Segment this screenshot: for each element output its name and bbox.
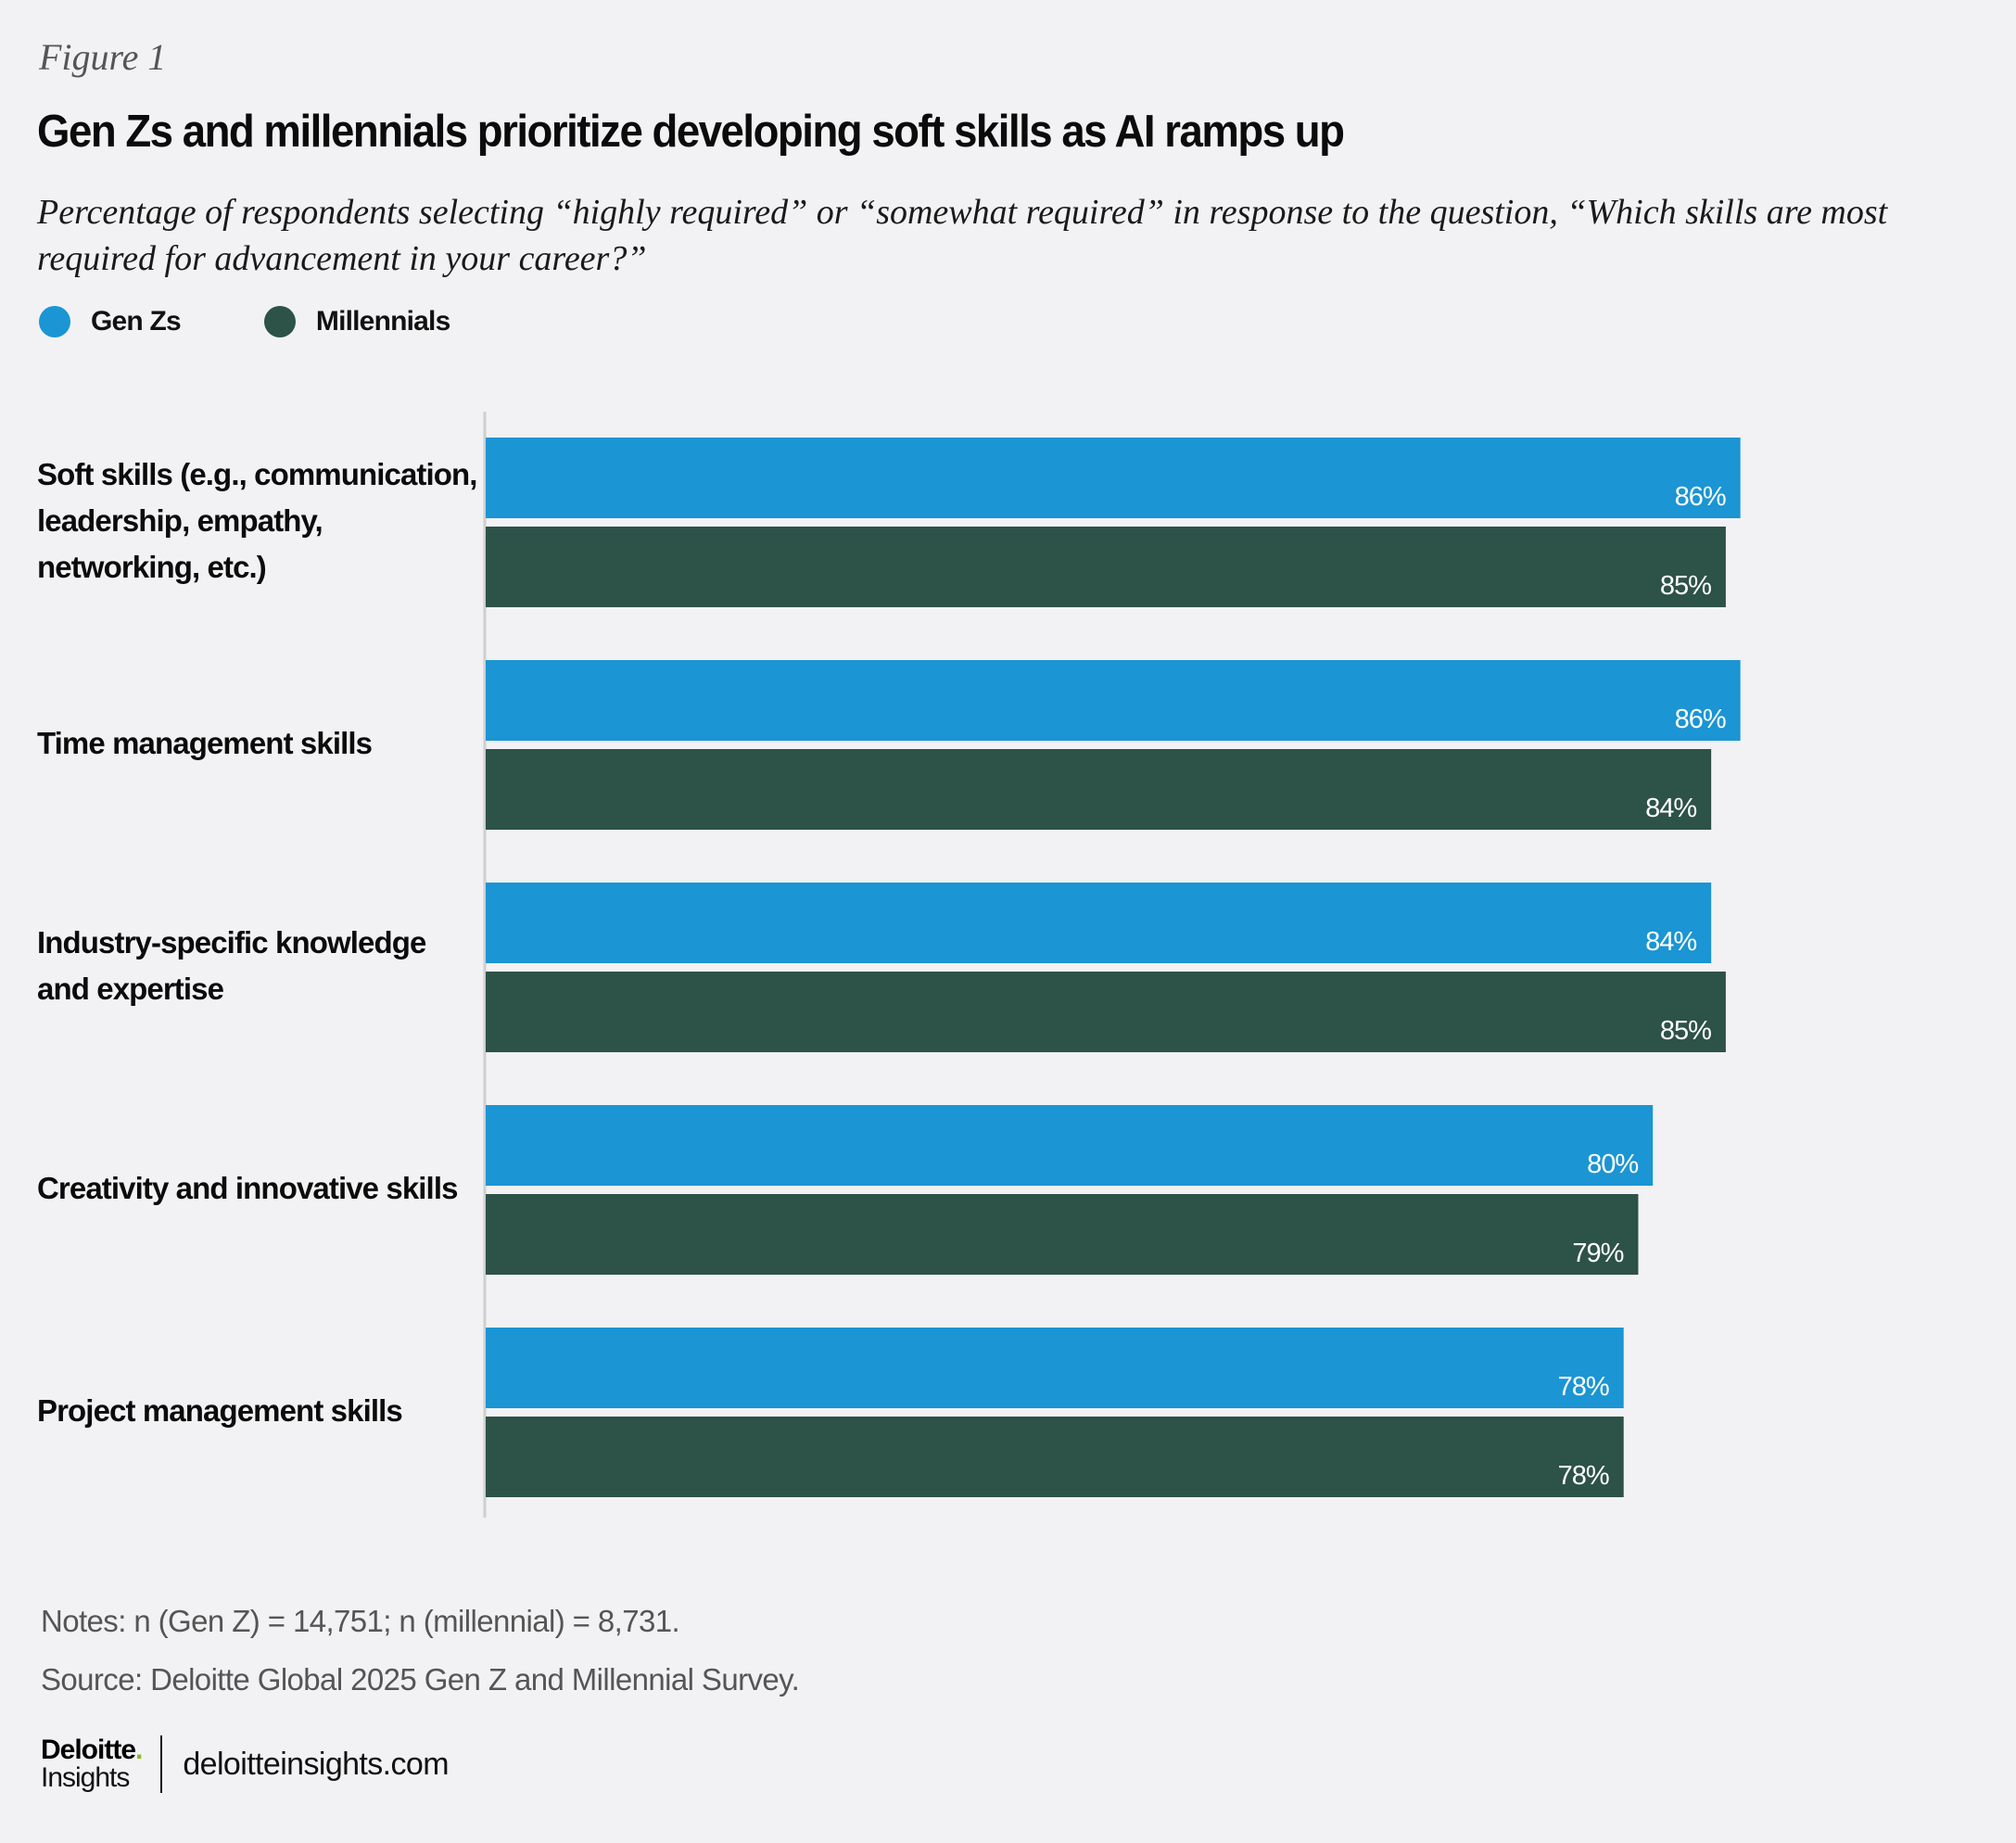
brand-green-dot: . bbox=[135, 1735, 143, 1765]
legend-swatch-gen-zs bbox=[39, 306, 70, 337]
brand-url-link[interactable]: deloitteinsights.com bbox=[183, 1746, 449, 1782]
legend-item-millennials: Millennials bbox=[263, 306, 450, 337]
legend: Gen Zs Millennials bbox=[39, 306, 533, 337]
bar-millennials-4 bbox=[486, 1417, 1624, 1497]
category-label-line: Project management skills bbox=[37, 1392, 403, 1428]
data-label-gen-zs-4: 78% bbox=[1558, 1372, 1609, 1402]
data-label-gen-zs-0: 86% bbox=[1675, 482, 1726, 512]
data-label-gen-zs-1: 86% bbox=[1675, 705, 1726, 734]
category-label-line: and expertise bbox=[37, 971, 224, 1006]
category-label-0: Soft skills (e.g., communication, leaders… bbox=[37, 451, 482, 591]
bar-gen-zs-4 bbox=[486, 1328, 1624, 1408]
legend-label-gen-zs: Gen Zs bbox=[91, 306, 182, 337]
deloitte-insights-logo: Deloitte. Insights bbox=[41, 1735, 143, 1793]
data-label-millennials-1: 84% bbox=[1645, 794, 1696, 823]
brand-name-text: Deloitte bbox=[41, 1735, 136, 1765]
brand-divider bbox=[160, 1735, 163, 1793]
bar-gen-zs-0 bbox=[486, 438, 1741, 518]
data-label-gen-zs-3: 80% bbox=[1587, 1150, 1638, 1179]
chart-subtitle: Percentage of respondents selecting “hig… bbox=[37, 193, 1888, 278]
notes: Notes: n (Gen Z) = 14,751; n (millennial… bbox=[41, 1604, 680, 1638]
legend-label-millennials: Millennials bbox=[315, 306, 450, 337]
category-label-1: Time management skills bbox=[37, 720, 482, 767]
legend-swatch-millennials bbox=[263, 306, 296, 337]
category-label-3: Creativity and innovative skills bbox=[37, 1165, 482, 1212]
bar-millennials-2 bbox=[486, 972, 1726, 1052]
legend-item-gen-zs: Gen Zs bbox=[39, 306, 182, 337]
category-label-line: Industry-specific knowledge bbox=[37, 924, 426, 960]
source: Source: Deloitte Global 2025 Gen Z and M… bbox=[41, 1662, 800, 1697]
category-label-line: networking, etc.) bbox=[37, 549, 267, 584]
bar-millennials-3 bbox=[486, 1194, 1639, 1275]
data-label-millennials-2: 85% bbox=[1660, 1016, 1711, 1046]
brand-footer: Deloitte. Insights deloitteinsights.com bbox=[41, 1735, 450, 1793]
data-label-millennials-0: 85% bbox=[1660, 571, 1711, 601]
brand-sub: Insights bbox=[41, 1762, 130, 1793]
data-label-gen-zs-2: 84% bbox=[1645, 927, 1696, 957]
figure-label: Figure 1 bbox=[39, 36, 167, 78]
bar-gen-zs-1 bbox=[486, 660, 1741, 741]
category-label-line: Time management skills bbox=[37, 725, 373, 760]
category-label-4: Project management skills bbox=[37, 1388, 482, 1434]
bar-millennials-1 bbox=[486, 749, 1712, 830]
bar-gen-zs-2 bbox=[486, 883, 1712, 963]
category-label-2: Industry-specific knowledge and expertise bbox=[37, 920, 482, 1012]
bar-millennials-0 bbox=[486, 527, 1726, 607]
chart-title: Gen Zs and millennials prioritize develo… bbox=[37, 107, 1345, 157]
brand-name: Deloitte. bbox=[41, 1735, 143, 1765]
category-label-line: Creativity and innovative skills bbox=[37, 1170, 458, 1205]
category-label-line: Soft skills (e.g., communication, bbox=[37, 456, 477, 491]
data-label-millennials-4: 78% bbox=[1558, 1461, 1609, 1491]
bar-gen-zs-3 bbox=[486, 1105, 1654, 1186]
data-label-millennials-3: 79% bbox=[1572, 1239, 1623, 1268]
category-label-line: leadership, empathy, bbox=[37, 502, 323, 538]
